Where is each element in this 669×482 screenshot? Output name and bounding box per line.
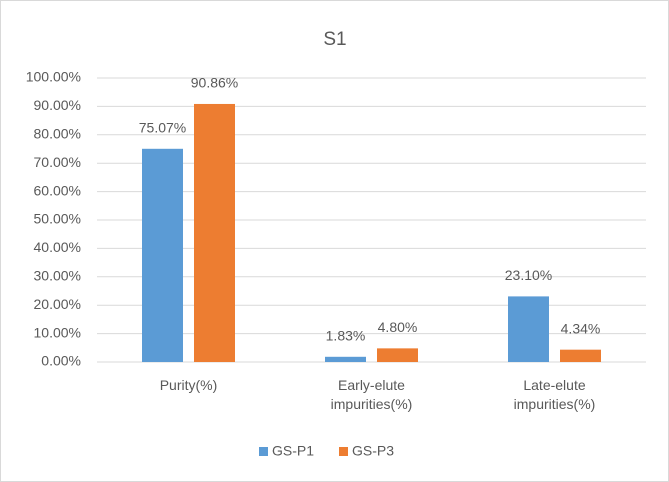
legend-swatch <box>339 447 348 456</box>
bar <box>194 103 235 362</box>
y-tick-label: 80.00% <box>34 126 81 142</box>
y-tick-label: 30.00% <box>34 268 81 284</box>
bar <box>508 296 549 362</box>
data-label: 4.80% <box>378 319 418 335</box>
data-label: 4.34% <box>561 320 601 336</box>
y-tick-label: 40.00% <box>34 239 81 255</box>
y-tick-label: 70.00% <box>34 154 81 170</box>
x-tick-label: Early-elute impurities(%) <box>330 377 413 412</box>
x-tick-label: Late-elute impurities(%) <box>513 377 596 412</box>
bar <box>142 148 183 362</box>
y-tick-label: 50.00% <box>34 211 81 227</box>
bar <box>560 349 601 362</box>
chart-title: S1 <box>323 29 346 50</box>
bar <box>325 356 366 362</box>
legend-label: GS-P3 <box>352 443 394 459</box>
legend-label: GS-P1 <box>272 443 314 459</box>
y-tick-label: 20.00% <box>34 296 81 312</box>
data-label: 1.83% <box>326 328 366 344</box>
data-label: 75.07% <box>139 120 186 136</box>
x-tick-label: Purity(%) <box>159 377 218 393</box>
bar <box>377 348 418 362</box>
data-label: 23.10% <box>505 267 552 283</box>
y-tick-label: 10.00% <box>34 324 81 340</box>
y-tick-label: 100.00% <box>26 69 81 85</box>
legend-swatch <box>259 447 268 456</box>
y-tick-label: 0.00% <box>41 353 81 369</box>
y-tick-label: 60.00% <box>34 182 81 198</box>
data-label: 90.86% <box>191 75 238 91</box>
y-tick-label: 90.00% <box>34 97 81 113</box>
